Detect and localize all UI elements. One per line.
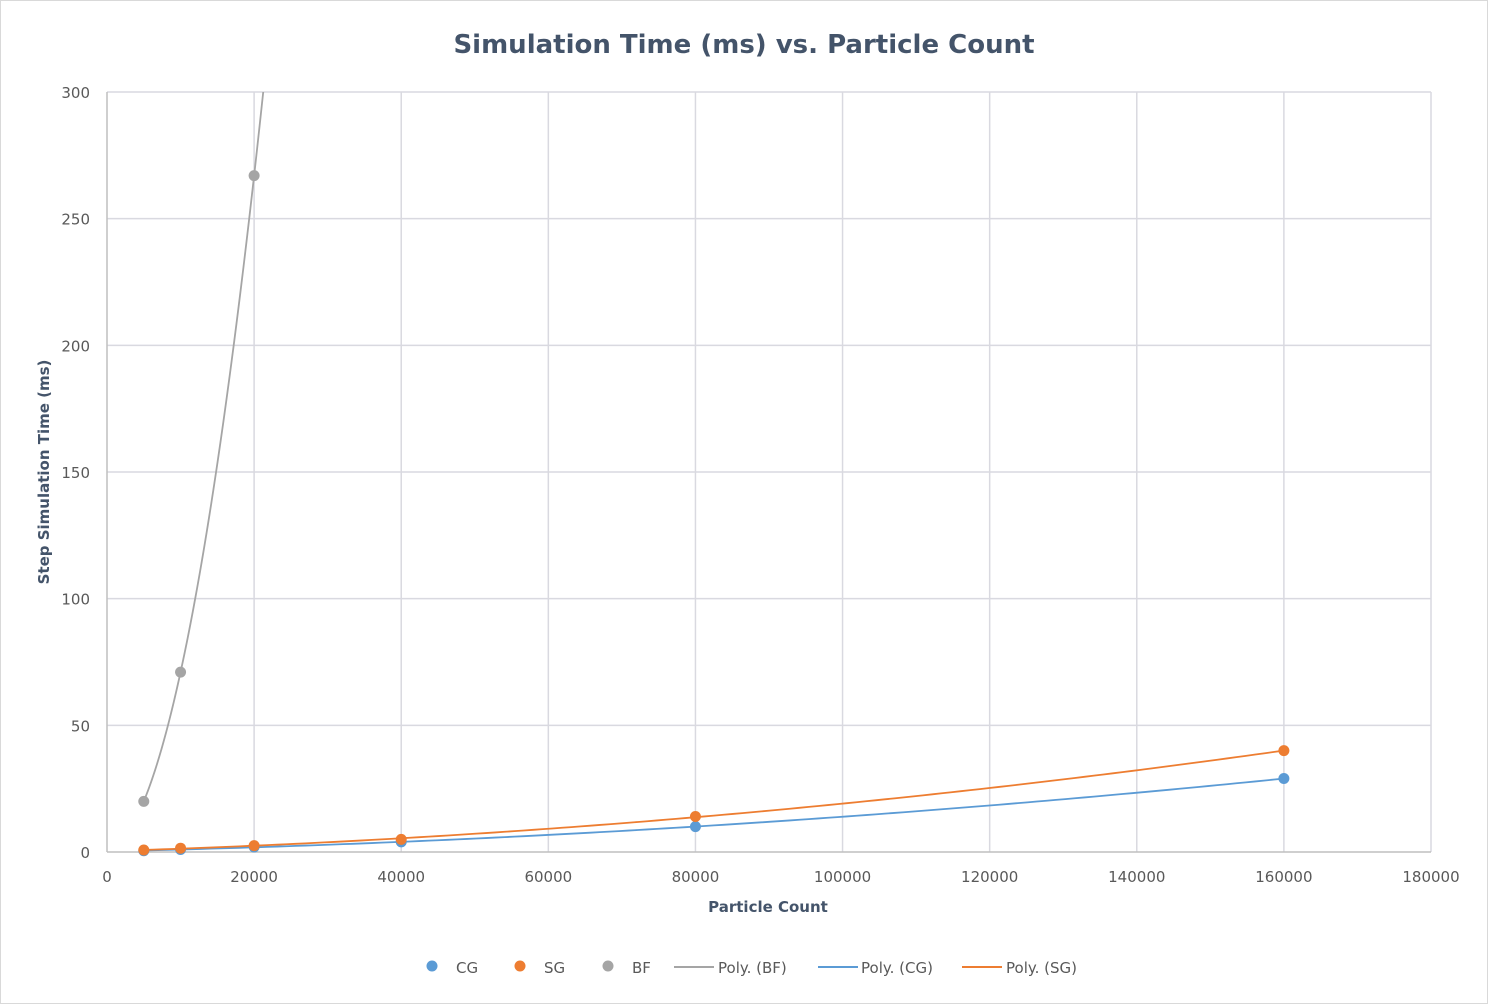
data-point-sg — [1278, 745, 1290, 757]
x-tick-label: 180000 — [1402, 868, 1459, 886]
legend-label: BF — [632, 959, 651, 977]
data-point-bf — [175, 666, 187, 678]
axes — [106, 92, 1431, 853]
data-point-sg — [175, 842, 187, 854]
grid — [107, 91, 1432, 852]
x-tick-label: 60000 — [524, 868, 572, 886]
trendline-sg — [143, 749, 1285, 851]
data-point-cg — [1278, 773, 1290, 785]
legend-label: SG — [544, 959, 565, 977]
legend: CG SG BF Poly. (BF) Poly. (CG) Poly. (SG) — [426, 959, 1077, 977]
legend-marker-cg — [426, 960, 438, 972]
x-tick-label: 160000 — [1255, 868, 1312, 886]
data-point-bf — [248, 170, 260, 182]
chart-title: Simulation Time (ms) vs. Particle Count — [453, 30, 1034, 60]
y-tick-labels: 0 50 100 150 200 250 300 — [61, 84, 90, 862]
data-points — [138, 170, 1290, 857]
legend-label: Poly. (SG) — [1006, 959, 1077, 977]
y-tick-label: 300 — [61, 84, 90, 102]
data-point-bf — [138, 795, 150, 807]
x-tick-label: 120000 — [961, 868, 1018, 886]
data-point-sg — [689, 811, 701, 823]
x-axis-title: Particle Count — [708, 898, 828, 916]
y-tick-label: 200 — [61, 337, 90, 355]
y-tick-label: 150 — [61, 464, 90, 482]
x-tick-labels: 0 20000 40000 60000 80000 100000 120000 140000 1… — [102, 868, 1459, 886]
y-tick-label: 50 — [71, 717, 90, 735]
x-tick-label: 80000 — [672, 868, 720, 886]
legend-label: Poly. (BF) — [718, 959, 787, 977]
data-point-sg — [248, 840, 260, 852]
y-tick-label: 100 — [61, 591, 90, 609]
data-point-cg — [689, 821, 701, 833]
trendline-bf — [142, 92, 265, 802]
x-tick-label: 40000 — [377, 868, 425, 886]
x-tick-label: 0 — [102, 868, 112, 886]
legend-marker-bf — [602, 960, 614, 972]
data-point-sg — [138, 844, 150, 856]
y-axis-title: Step Simulation Time (ms) — [35, 360, 53, 585]
trendlines — [142, 92, 1285, 852]
y-tick-label: 250 — [61, 211, 90, 229]
trendline-cg — [143, 777, 1284, 852]
legend-label: CG — [456, 959, 478, 977]
legend-label: Poly. (CG) — [861, 959, 933, 977]
legend-marker-sg — [514, 960, 526, 972]
x-tick-label: 140000 — [1108, 868, 1165, 886]
x-tick-label: 100000 — [814, 868, 871, 886]
data-point-sg — [395, 833, 407, 845]
y-tick-label: 0 — [80, 844, 90, 862]
x-tick-label: 20000 — [230, 868, 278, 886]
